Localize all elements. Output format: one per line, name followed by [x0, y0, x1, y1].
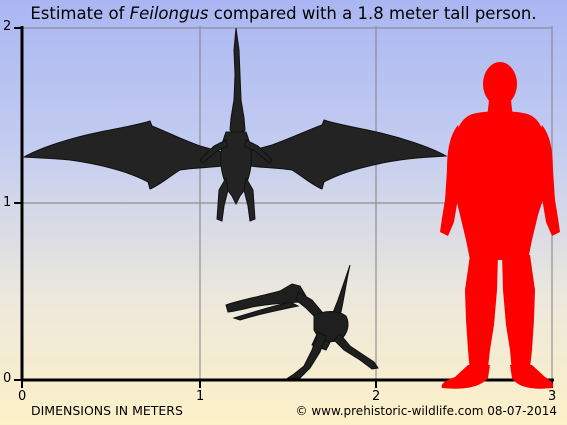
left-hindlimb: [216, 176, 229, 222]
side-hindlimb: [333, 333, 379, 370]
x-tick-label-0: 0: [18, 389, 27, 404]
person-right-arm: [534, 125, 560, 236]
feilongus-side-view: [225, 264, 379, 379]
person-left-arm: [440, 125, 466, 236]
left-arm: [199, 139, 229, 164]
side-forelimb: [286, 331, 327, 379]
axis-caption: DIMENSIONS IN METERS: [31, 403, 183, 418]
y-tick-label-1: 1: [3, 195, 12, 210]
title-prefix: Estimate of: [30, 4, 130, 23]
person-right-foot: [510, 365, 554, 389]
body: [220, 131, 252, 206]
lower-jaw: [232, 301, 300, 321]
title-suffix: compared with a 1.8 meter tall person.: [208, 4, 537, 23]
feilongus-top-view: [22, 27, 448, 222]
right-arm: [243, 139, 273, 164]
left-wing: [22, 120, 223, 190]
right-hindlimb: [243, 176, 256, 222]
right-wing: [249, 119, 448, 190]
head-crest: [229, 27, 246, 137]
credit-line: © www.prehistoric-wildlife.com 08-07-201…: [295, 404, 557, 418]
person-head: [483, 62, 517, 106]
title-species: Feilongus: [129, 4, 209, 23]
person-torso: [454, 111, 546, 260]
person-left-leg: [465, 255, 498, 372]
x-tick-label-2: 2: [372, 389, 381, 404]
x-tick-label-3: 3: [548, 389, 557, 404]
y-tick-label-2: 2: [3, 19, 12, 34]
human-silhouette: [440, 62, 560, 389]
person-left-foot: [441, 365, 490, 389]
person-right-leg: [502, 255, 535, 372]
y-tick-label-0: 0: [3, 371, 12, 386]
x-tick-label-1: 1: [196, 389, 205, 404]
title: Estimate of Feilongus compared with a 1.…: [0, 4, 567, 23]
side-crest-head: [225, 283, 307, 313]
